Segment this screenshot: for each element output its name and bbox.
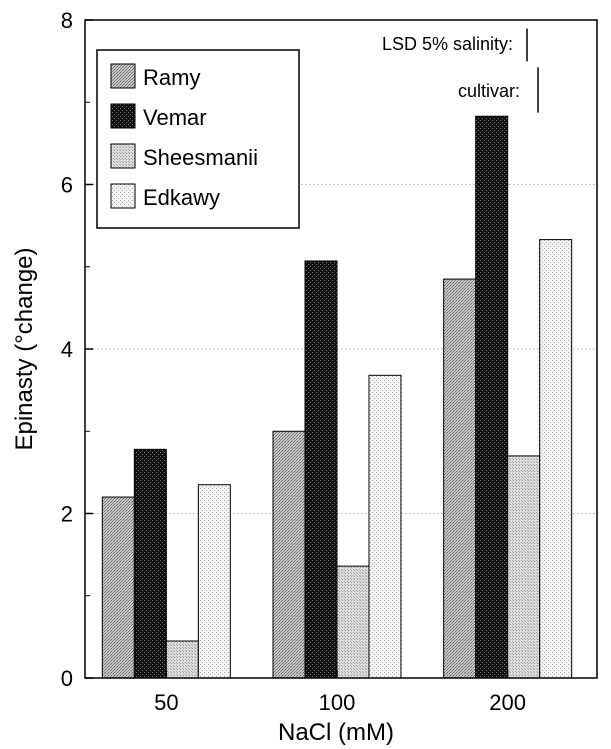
legend-swatch-sheesmanii [110,143,136,169]
lsd-label-0: LSD 5% salinity: [382,34,513,54]
legend-label-sheesmanii: Sheesmanii [143,145,258,170]
bar-sheesmanii-200 [507,455,541,679]
y-tick-label: 2 [61,502,73,527]
legend-label-edkawy: Edkawy [143,185,220,210]
lsd-label-1: cultivar: [458,81,520,101]
bar-vemar-100 [304,260,338,679]
legend-label-vemar: Vemar [143,105,207,130]
x-tick-label: 200 [489,690,526,715]
legend-swatch-ramy [110,63,136,89]
bar-sheesmanii-100 [336,565,370,679]
y-axis-title: Epinasty (°change) [11,247,38,450]
y-axis-ticks: 0 2 4 6 8 [61,8,93,691]
bar-vemar-200 [475,115,509,679]
y-tick-label: 8 [61,8,73,33]
bar-edkawy-200 [539,239,573,679]
bar-ramy-50 [101,496,135,679]
bar-sheesmanii-50 [165,640,199,679]
x-tick-label: 50 [154,690,178,715]
x-axis-ticks: 50 100 200 [154,670,526,715]
legend-swatch-vemar [110,103,136,129]
legend-label-ramy: Ramy [143,65,200,90]
bar-edkawy-50 [197,484,231,679]
legend: Ramy Vemar Sheesmanii Edkawy [96,49,300,229]
legend-swatch-edkawy [110,183,136,209]
x-axis-title: NaCl (mM) [278,719,394,746]
bar-edkawy-100 [368,374,402,679]
y-tick-label: 6 [61,173,73,198]
y-tick-label: 0 [61,666,73,691]
bar-vemar-50 [133,448,167,679]
bar-ramy-200 [443,278,477,679]
lsd-annotations: LSD 5% salinity: cultivar: [382,28,539,113]
bar-ramy-100 [272,430,306,679]
x-tick-label: 100 [319,690,356,715]
y-tick-label: 4 [61,337,73,362]
bars-group [101,115,573,679]
